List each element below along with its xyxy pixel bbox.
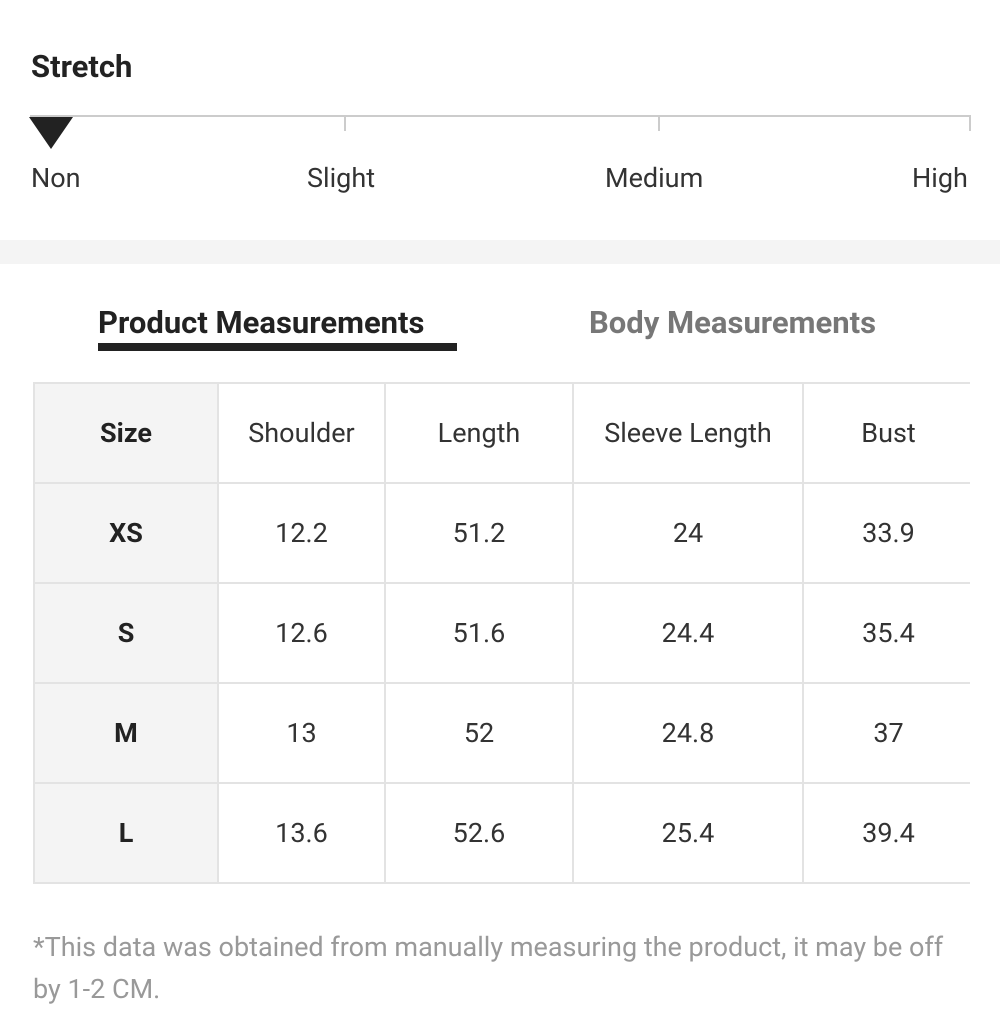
stretch-title: Stretch [31, 48, 133, 85]
tab[interactable]: Product Measurements [98, 304, 425, 341]
table-cell: Length [384, 382, 574, 484]
table-cell: 12.6 [217, 582, 386, 684]
stretch-level: Medium [605, 162, 704, 194]
table-cell: Size [33, 382, 219, 484]
stretch-level: Slight [307, 162, 376, 194]
table-cell: 24.8 [572, 682, 804, 784]
divider [0, 240, 1000, 264]
tab-underline [98, 343, 457, 351]
stretch-track [30, 115, 971, 117]
table-cell: 25.4 [572, 782, 804, 884]
table-cell: 52 [384, 682, 574, 784]
table-row: S 12.6 51.6 24.4 35.4 [33, 582, 970, 684]
table-row: XS 12.2 51.2 24 33.9 [33, 482, 970, 584]
table-cell: 12.2 [217, 482, 386, 584]
table-cell: M [33, 682, 219, 784]
table-cell: S [33, 582, 219, 684]
stretch-level: Non [31, 162, 81, 194]
tab[interactable]: Body Measurements [589, 304, 876, 341]
table-cell: 52.6 [384, 782, 574, 884]
note: *This data was obtained from manually me… [33, 931, 944, 1005]
header-row: Size Shoulder Length Sleeve Length Bust [33, 382, 970, 484]
table-cell: 33.9 [802, 482, 970, 584]
size-table-wrap: Size Shoulder Length Sleeve Length Bust XS 12.… [33, 382, 970, 899]
table-cell: Shoulder [217, 382, 386, 484]
table-cell: L [33, 782, 219, 884]
table-cell: Sleeve Length [572, 382, 804, 484]
table-row: M 13 52 24.8 37 [33, 682, 970, 784]
table-cell: XS [33, 482, 219, 584]
table-cell: 13.6 [217, 782, 386, 884]
table-cell: 24 [572, 482, 804, 584]
table-cell: 24.4 [572, 582, 804, 684]
table-cell: 51.2 [384, 482, 574, 584]
stretch-tick [969, 117, 971, 131]
stretch-marker [29, 117, 73, 149]
size-table: Size Shoulder Length Sleeve Length Bust XS 12.… [33, 382, 970, 884]
table-cell: 35.4 [802, 582, 970, 684]
table-row: L 13.6 52.6 25.4 39.4 [33, 782, 970, 884]
stretch-level: High [912, 162, 968, 194]
table-cell: 39.4 [802, 782, 970, 884]
stretch-tick [344, 117, 346, 131]
table-cell: Bust [802, 382, 970, 484]
table-cell: 51.6 [384, 582, 574, 684]
stretch-tick [658, 117, 660, 131]
table-cell: 13 [217, 682, 386, 784]
table-cell: 37 [802, 682, 970, 784]
